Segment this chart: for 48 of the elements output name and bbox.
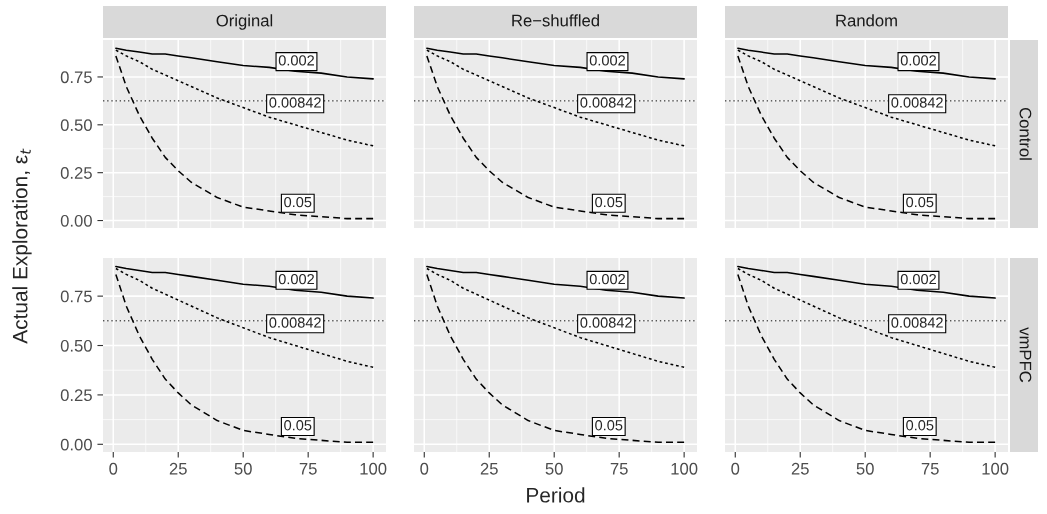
x-tick-label: 75	[610, 463, 628, 475]
x-tick-label: 100	[360, 462, 387, 475]
chart-title: Original	[216, 14, 273, 30]
y2-axis-title: Control	[1019, 107, 1032, 160]
annotation: 0.002	[589, 55, 625, 66]
y-tick-label: 0.50	[60, 339, 92, 352]
annotation: 0.05	[595, 420, 623, 431]
y-tick-label: 0.75	[60, 290, 92, 303]
annotation: 0.002	[900, 55, 936, 66]
annotation: 0.002	[278, 273, 314, 285]
chart-title: Random	[836, 14, 897, 27]
annotation: 0.002	[900, 273, 936, 285]
annotation: 0.05	[284, 196, 312, 208]
annotation: 0.00842	[891, 97, 943, 108]
annotation: 0.05	[595, 196, 623, 208]
y-tick-label: 0.00	[60, 214, 92, 227]
annotation: 0.05	[284, 420, 312, 431]
y2-axis-title: vmPFC	[1019, 327, 1032, 383]
x-tick-label: 50	[856, 462, 874, 475]
annotation: 0.00842	[269, 97, 321, 108]
annotation: 0.002	[589, 273, 625, 285]
annotation: 0.002	[278, 55, 314, 66]
x-axis-title: Period	[527, 487, 585, 503]
y-tick-label: 0.75	[60, 71, 92, 84]
x-tick-label: 75	[921, 463, 939, 475]
y-tick-label: 0.25	[60, 167, 92, 179]
y-tick-label: 0.50	[60, 119, 92, 132]
y-tick-label: 0.25	[60, 389, 92, 402]
annotation: 0.05	[906, 420, 934, 431]
x-tick-label: 25	[169, 462, 187, 475]
annotation: 0.00842	[580, 97, 632, 108]
annotation: 0.00842	[269, 317, 321, 328]
y-tick-label: 0.00	[60, 438, 92, 451]
x-tick-label: 75	[299, 463, 317, 475]
y-axis-title: Actual Exploration, ε$_{t}$	[12, 148, 32, 344]
x-tick-label: 50	[234, 462, 252, 475]
x-tick-label: 100	[671, 462, 698, 475]
annotation: 0.00842	[891, 317, 943, 328]
x-tick-label: 25	[480, 462, 498, 475]
x-tick-label: 0	[731, 462, 740, 475]
x-tick-label: 0	[420, 462, 429, 475]
x-tick-label: 0	[109, 462, 118, 475]
x-tick-label: 50	[545, 462, 563, 475]
annotation: 0.00842	[580, 317, 632, 328]
x-tick-label: 25	[791, 462, 809, 475]
x-tick-label: 100	[982, 462, 1009, 475]
chart-title: Re−shuffled	[512, 14, 599, 27]
annotation: 0.05	[906, 196, 934, 208]
